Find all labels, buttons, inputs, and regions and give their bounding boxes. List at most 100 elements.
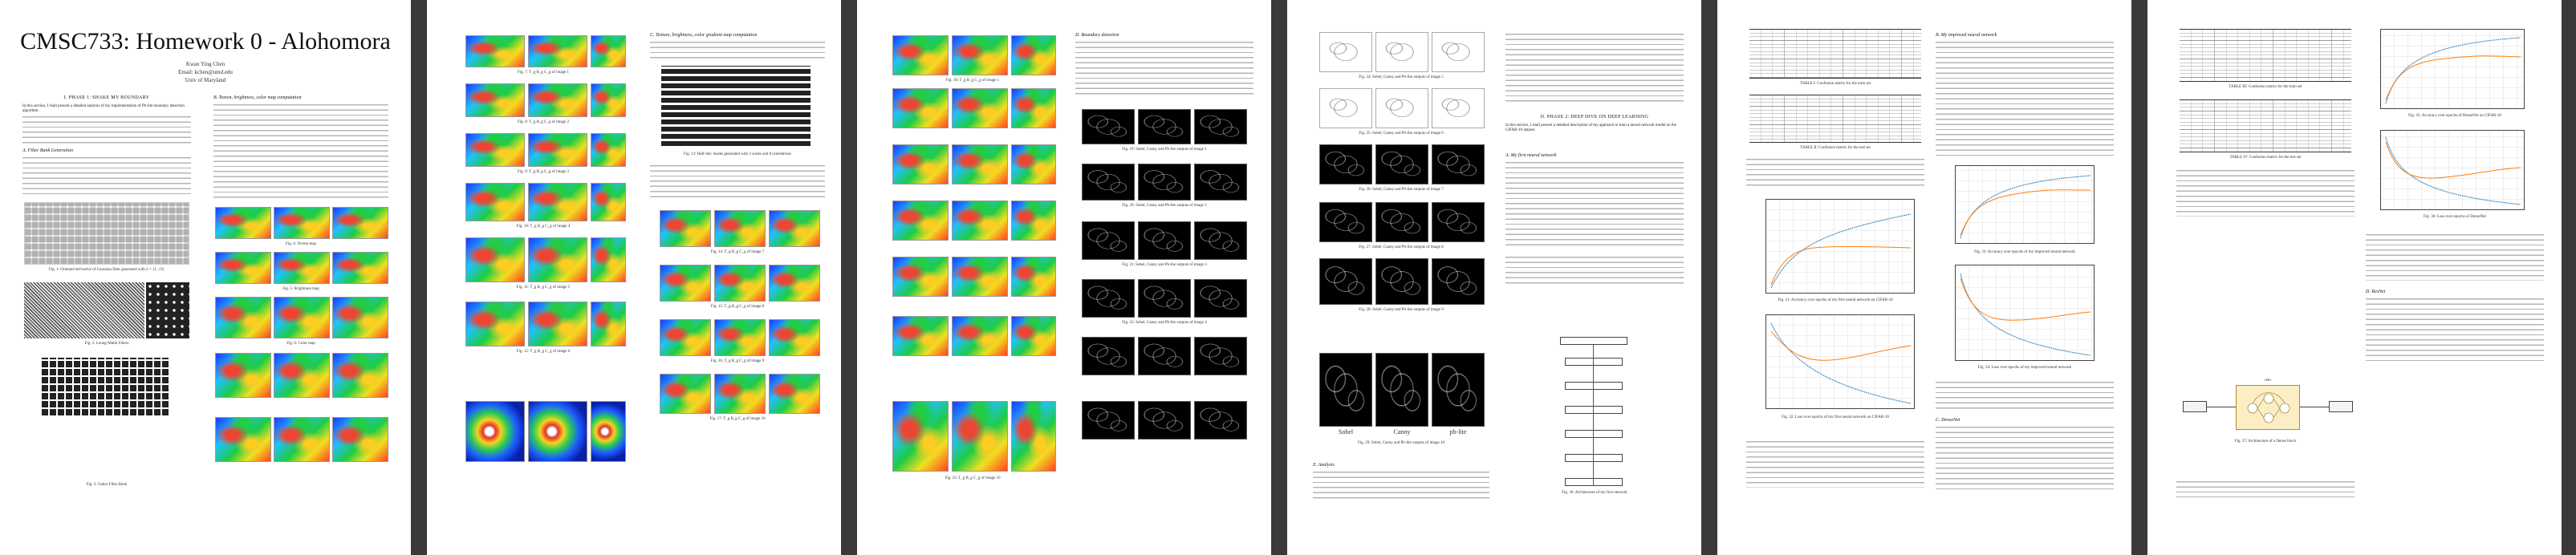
text-block [213, 103, 388, 201]
sobel-output [1082, 164, 1135, 201]
sobel-output [1082, 221, 1135, 260]
canny-output [1138, 401, 1191, 440]
output-box [2329, 401, 2353, 412]
gradient-map [528, 401, 587, 462]
gradient-map [952, 35, 1008, 75]
gradient-map [528, 83, 587, 117]
figure-caption: Fig. 17: T_g B_g C_g of image 10 [709, 417, 766, 421]
figure-caption: Fig. 5: Brightness map [282, 287, 319, 291]
gradient-map [528, 183, 587, 221]
figure-caption: Fig. 32: Loss over epochs of my first ne… [1782, 415, 1889, 419]
canny-output [1138, 279, 1191, 318]
sobel-output [1319, 258, 1372, 305]
figure-caption: Fig. 22: Sobel, Canny and Pb-lite output… [1122, 321, 1207, 325]
sobel-output [1082, 279, 1135, 318]
sobel-output [1082, 401, 1135, 440]
gradient-map [465, 83, 525, 117]
test-accuracy-line [1960, 189, 2091, 236]
brightness-map-1 [215, 252, 271, 284]
figure-caption: Fig. 23: T_g B_g C_g of image 10 [945, 476, 1001, 480]
train-loss-line [2385, 136, 2521, 205]
figure-caption: Fig. 28: Sobel, Canny and Pb-lite output… [1359, 308, 1444, 312]
pblite-output [1432, 202, 1485, 242]
test-loss-line [1770, 330, 1912, 361]
page-6: TABLE III: Confusion matrix for the trai… [2147, 0, 2562, 555]
train-loss-line [1770, 322, 1912, 404]
gradient-map [528, 237, 587, 282]
canny-output [1375, 258, 1428, 305]
color-map-3 [332, 297, 388, 338]
figure-caption: Fig. 29: Sobel, Canny and Pb-lite output… [1358, 441, 1444, 445]
gradient-map [528, 35, 587, 67]
page-3: Fig. 18: T_g B_g C_g of image 1 Fig. 23:… [857, 0, 1271, 555]
gradient-map [465, 302, 525, 346]
gradient-map [1011, 35, 1056, 75]
text-block [1936, 380, 2114, 412]
confusion-table-test [1749, 95, 1921, 143]
sobel-output [1319, 88, 1372, 128]
gradient-map [591, 83, 626, 117]
canny-output [1375, 202, 1428, 242]
sobel-output [1319, 32, 1372, 72]
confusion-table-train [1749, 29, 1921, 79]
gradient-map [952, 144, 1008, 184]
pblite-output [1432, 88, 1485, 128]
densenet-loss-plot [2380, 130, 2525, 210]
pblite-output [1432, 353, 1485, 427]
texton-map-3 [332, 207, 388, 239]
map-row-4-b [274, 353, 330, 398]
gradient-map [465, 401, 525, 462]
gradient-map [892, 144, 949, 184]
figure-caption: Fig. 3: Gabor Filter Bank [86, 483, 128, 487]
figure-caption: Fig. 8: T_g B_g C_g of image 2 [517, 120, 570, 124]
texton-map-2 [274, 207, 330, 239]
gradient-map [952, 257, 1008, 297]
dense-block-diagram [2236, 385, 2300, 430]
text-block [2366, 297, 2544, 361]
gradient-map [660, 210, 711, 247]
figure-gabor-bank [42, 358, 170, 415]
text-block [1936, 40, 2114, 157]
canny-output [1138, 221, 1191, 260]
figure-caption: Fig. 13: Half-disc masks generated with … [684, 152, 791, 156]
text-block [2176, 168, 2355, 217]
text-block [1505, 160, 1684, 249]
text-block [2366, 233, 2544, 281]
figure-caption: Fig. 33: Accuracy over epochs of my impr… [1974, 250, 2075, 254]
confusion-table-train [2180, 29, 2351, 82]
author-name: Kwan Ying Chen [185, 61, 226, 67]
pblite-output [1194, 109, 1247, 144]
subsection-heading: D. Boundary detection [1075, 33, 1119, 38]
gradient-map [660, 319, 711, 356]
text-block [1505, 32, 1684, 104]
sobel-output [1082, 109, 1135, 144]
gradient-map [591, 133, 626, 167]
figure-caption: Fig. 1: Oriented derivative of Gaussian … [48, 268, 165, 272]
loss-plot [1765, 314, 1915, 409]
layer-box [1565, 454, 1623, 462]
figure-caption: Fig. 10: T_g B_g C_g of image 4 [516, 225, 571, 229]
figure-caption: Fig. 27: Sobel, Canny and Pb-lite output… [1359, 245, 1444, 249]
figure-caption: Fig. 6: Color map [286, 342, 315, 346]
sobel-output [1082, 337, 1135, 375]
canny-output [1375, 353, 1428, 427]
gradient-map [1011, 201, 1056, 241]
dense-block-connections [2247, 392, 2290, 423]
gradient-map [528, 133, 587, 167]
figure-lm-spots [146, 282, 189, 338]
layer-box [1565, 358, 1623, 366]
page-4: Fig. 24: Sobel, Canny and Pb-lite output… [1287, 0, 1701, 555]
author-email: Email: kchen@umd.edu [178, 69, 233, 75]
gradient-map [465, 133, 525, 167]
color-map-2 [274, 297, 330, 338]
gradient-map [769, 210, 820, 247]
gradient-map [714, 265, 766, 302]
layer-box [1565, 406, 1623, 414]
brightness-map-2 [274, 252, 330, 284]
figure-caption: Fig. 15: T_g B_g C_g of image 8 [710, 305, 765, 309]
figure-dog-filters [24, 202, 189, 265]
paragraph: In this section, I shall present a detai… [22, 104, 185, 114]
accuracy-plot [1765, 199, 1915, 294]
pblite-output [1194, 279, 1247, 318]
